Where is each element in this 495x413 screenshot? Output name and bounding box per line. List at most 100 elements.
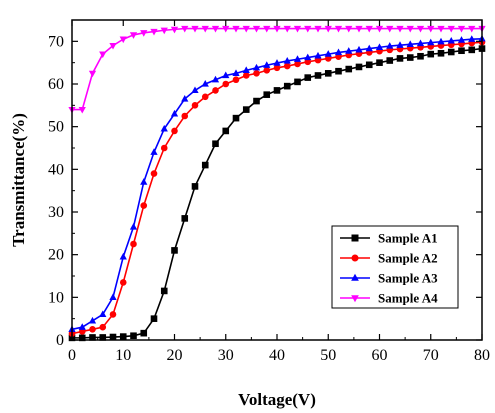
data-point — [99, 323, 107, 331]
data-point — [242, 25, 250, 33]
data-point — [396, 55, 404, 62]
data-point — [242, 106, 250, 113]
data-point — [406, 40, 414, 47]
data-point — [304, 25, 312, 33]
data-point — [88, 70, 97, 78]
data-point — [201, 25, 209, 33]
data-point — [222, 71, 230, 79]
data-point — [283, 82, 291, 90]
data-point — [119, 279, 127, 286]
data-point — [150, 170, 158, 177]
data-point — [283, 62, 291, 70]
data-point — [78, 334, 86, 342]
data-point — [263, 25, 271, 33]
data-point — [396, 41, 404, 48]
data-point — [314, 51, 322, 59]
x-tick-label: 50 — [320, 347, 336, 364]
data-point — [170, 109, 179, 117]
data-point — [427, 38, 435, 46]
x-tick-label: 40 — [269, 347, 285, 364]
data-point — [109, 293, 117, 300]
data-point — [252, 25, 261, 33]
data-point — [130, 240, 137, 248]
x-axis-label: Voltage(V) — [238, 390, 316, 409]
data-point — [89, 334, 96, 341]
y-tick-label: 40 — [48, 161, 64, 178]
data-point — [283, 57, 291, 64]
data-point — [160, 124, 168, 132]
data-point — [129, 32, 138, 39]
data-point — [458, 47, 465, 55]
data-point — [447, 48, 455, 56]
data-point — [314, 72, 322, 79]
data-point — [457, 36, 466, 43]
data-point — [468, 25, 476, 33]
y-tick-label: 20 — [48, 247, 64, 264]
data-point — [396, 25, 404, 33]
data-point — [294, 78, 301, 86]
data-point — [304, 74, 312, 81]
data-point — [252, 63, 261, 71]
data-point — [242, 72, 250, 79]
data-point — [191, 102, 199, 109]
data-point — [263, 91, 271, 98]
data-point — [355, 45, 363, 53]
legend-label: Sample A1 — [378, 231, 438, 246]
data-point — [427, 25, 435, 33]
data-point — [427, 50, 435, 58]
data-point — [119, 252, 127, 260]
data-point — [201, 161, 209, 169]
data-point — [88, 316, 97, 324]
legend: Sample A1 Sample A2 Sample A3 Sample A4 — [331, 225, 459, 309]
x-tick-label: 0 — [68, 347, 76, 364]
data-point — [263, 67, 271, 74]
legend-item: Sample A1 — [340, 231, 438, 246]
y-tick-label: 0 — [56, 332, 64, 349]
data-point — [160, 287, 168, 295]
legend-marker — [351, 295, 359, 303]
data-point — [324, 25, 332, 33]
data-point — [222, 25, 230, 33]
data-point — [365, 61, 373, 69]
x-tick-label: 30 — [218, 347, 234, 364]
data-point — [386, 57, 394, 64]
data-point — [232, 114, 240, 122]
legend-label: Sample A2 — [378, 251, 438, 266]
data-point — [201, 93, 209, 101]
data-point — [437, 49, 445, 57]
legend-item: Sample A4 — [340, 291, 438, 306]
legend-marker — [351, 254, 359, 262]
data-point — [109, 311, 117, 318]
x-tick-label: 20 — [167, 347, 183, 364]
data-point — [232, 25, 240, 33]
data-point — [437, 37, 445, 45]
x-tick-label: 60 — [372, 347, 388, 364]
data-point — [78, 323, 86, 330]
data-point — [181, 215, 189, 222]
legend-marker — [351, 234, 359, 242]
data-point — [345, 25, 353, 33]
data-point — [160, 27, 168, 35]
data-point — [222, 127, 230, 135]
y-axis-label: Transmittance(%) — [9, 113, 28, 247]
data-point — [376, 59, 383, 66]
data-point — [273, 25, 281, 33]
legend-item: Sample A3 — [340, 271, 438, 286]
data-point — [324, 70, 332, 77]
data-point — [386, 42, 394, 49]
data-point — [283, 25, 291, 33]
data-point — [150, 28, 158, 36]
data-point — [304, 53, 312, 61]
legend-label: Sample A4 — [378, 291, 438, 306]
data-point — [201, 80, 209, 87]
data-point — [150, 315, 158, 322]
x-axis-ticks: 0 10 20 30 40 50 60 70 80 — [68, 20, 490, 364]
data-point — [293, 25, 302, 33]
data-point — [273, 87, 281, 94]
data-point — [447, 36, 455, 44]
legend-label: Sample A3 — [378, 271, 438, 286]
data-point — [109, 42, 117, 50]
data-point — [232, 76, 240, 84]
data-point — [406, 54, 414, 61]
